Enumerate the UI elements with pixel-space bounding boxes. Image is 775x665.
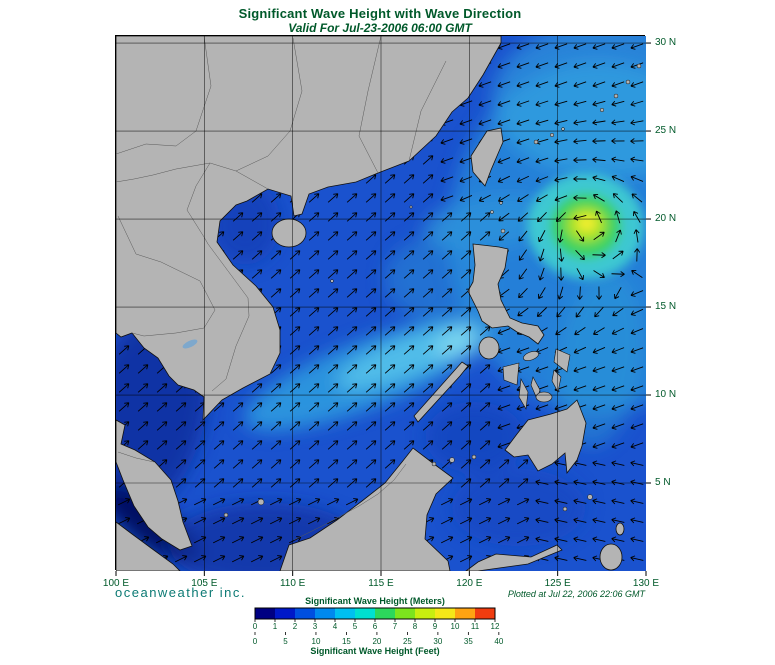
border-province-3 [358, 36, 382, 174]
svg-text:30: 30 [433, 637, 442, 646]
wave-map-canvas [115, 36, 651, 576]
svg-text:40: 40 [494, 637, 503, 646]
land-visayas [502, 348, 571, 410]
land-borneo [279, 447, 454, 571]
page-title: Significant Wave Height with Wave Direct… [238, 6, 522, 21]
border-province-4 [408, 60, 447, 162]
land-hainan [271, 218, 307, 248]
land-taiwan [470, 127, 504, 187]
svg-text:25: 25 [403, 637, 412, 646]
svg-text:5: 5 [283, 637, 288, 646]
plotted-timestamp: Plotted at Jul 22, 2006 22:06 GMT [507, 589, 645, 599]
lake-tonle-sap [182, 339, 198, 349]
svg-text:12: 12 [491, 622, 500, 631]
land-masbate [523, 351, 539, 361]
svg-text:0: 0 [253, 637, 258, 646]
svg-text:7: 7 [393, 622, 398, 631]
lat-tick-label: 30 N [655, 37, 677, 49]
lat-tick-label: 25 N [655, 125, 677, 137]
svg-text:9: 9 [433, 622, 438, 631]
svg-text:3: 3 [313, 622, 318, 631]
land-halmahera [599, 543, 623, 571]
border-malaysia-thailand [117, 451, 155, 463]
svg-text:20: 20 [372, 637, 381, 646]
svg-text:15: 15 [342, 637, 351, 646]
lat-tick-label: 5 N [655, 477, 671, 488]
graticule-grid [115, 36, 651, 576]
lon-tick-label: 115 E [368, 578, 394, 589]
svg-text:8: 8 [413, 622, 418, 631]
lat-tick-label: 10 N [655, 389, 677, 400]
land-masses [116, 36, 642, 571]
land-bohol [535, 391, 553, 403]
svg-text:1: 1 [273, 622, 278, 631]
land-morotai [615, 522, 625, 536]
valid-time-subtitle: Valid For Jul-23-2006 06:00 GMT [288, 21, 472, 35]
border-thailand-cambodia [131, 309, 216, 337]
land-samar [553, 348, 571, 373]
lat-tick-label: 15 N [655, 301, 677, 313]
lon-tick-label: 100 E [102, 578, 130, 589]
svg-text:10: 10 [451, 622, 460, 631]
legend-meters-label: Significant Wave Height (Meters) [305, 596, 445, 606]
svg-text:5: 5 [353, 622, 358, 631]
border-province-1 [116, 36, 212, 155]
lon-tick-label: 120 E [456, 578, 483, 589]
svg-text:0: 0 [253, 622, 258, 631]
small-islands [223, 63, 642, 518]
colorbar: 0 1 2 3 4 5 6 7 8 9 10 11 120 5 10 15 20 25 30 35 40 [253, 607, 504, 646]
lon-tick-label: 105 E [191, 578, 218, 589]
land-panay [502, 362, 520, 386]
border-kalimantan [293, 463, 407, 541]
border-cambodia-vietnam [211, 315, 250, 392]
lon-tick-label: 130 E [632, 578, 660, 589]
lat-tick-label: 20 N [655, 213, 677, 225]
country-borders [116, 36, 447, 541]
land-sulawesi [465, 544, 563, 571]
svg-text:35: 35 [464, 637, 473, 646]
land-luzon [467, 243, 545, 345]
lon-tick-label: 125 E [544, 578, 571, 589]
oceanweather-logo-text: oceanweather inc. [115, 585, 247, 600]
svg-text:4: 4 [333, 622, 338, 631]
land-palawan [413, 361, 469, 423]
land-mindanao [504, 399, 587, 475]
land-leyte [551, 369, 562, 393]
land-malay-peninsula [116, 419, 193, 551]
land-mindoro [478, 336, 500, 360]
wave-map: 100 E 105 E 110 E 115 E 120 E 125 E 130 E 5 N 10… [103, 35, 676, 589]
svg-text:6: 6 [373, 622, 378, 631]
svg-text:11: 11 [471, 622, 480, 631]
border-laos-thailand [117, 215, 216, 311]
land-negros [518, 378, 529, 410]
svg-text:10: 10 [312, 637, 321, 646]
lon-tick-label: 110 E [279, 578, 306, 589]
svg-text:2: 2 [293, 622, 298, 631]
land-sumatra [116, 521, 181, 571]
land-mainland-asia [116, 36, 502, 422]
border-vietnam-laos [186, 162, 250, 317]
legend-feet-label: Significant Wave Height (Feet) [310, 646, 439, 656]
storm-peak-blobs [527, 173, 645, 279]
